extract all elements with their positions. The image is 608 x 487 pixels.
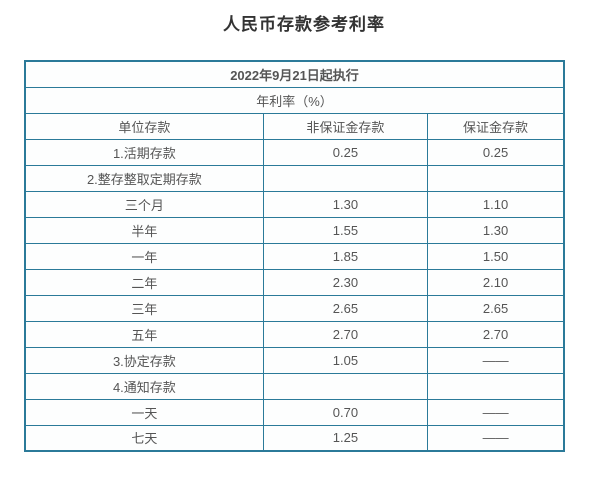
table-row: 半年 1.55 1.30 [24,216,565,244]
deposit-type-cell: 五年 [24,320,264,348]
column-header-row: 单位存款 非保证金存款 保证金存款 [24,112,565,140]
deposit-rate-table: 2022年9月21日起执行 年利率（%） 单位存款 非保证金存款 保证金存款 1… [24,60,565,452]
margin-rate-cell: 0.25 [427,138,565,166]
page-title: 人民币存款参考利率 [223,15,385,34]
table-row: 七天 1.25 —— [24,424,565,452]
deposit-type-cell: 半年 [24,216,264,244]
non-margin-rate-cell: 1.55 [262,216,429,244]
table-row: 二年 2.30 2.10 [24,268,565,296]
deposit-type-cell: 1.活期存款 [24,138,264,166]
margin-rate-cell: —— [427,346,565,374]
effective-date: 2022年9月21日起执行 [24,60,565,88]
table-row: 一天 0.70 —— [24,398,565,426]
margin-rate-cell [427,164,565,192]
col-header-deposit-type: 单位存款 [24,112,264,140]
table-row: 1.活期存款 0.25 0.25 [24,138,565,166]
table-row: 3.协定存款 1.05 —— [24,346,565,374]
non-margin-rate-cell: 1.30 [262,190,429,218]
margin-rate-cell: 2.10 [427,268,565,296]
non-margin-rate-cell: 1.85 [262,242,429,270]
deposit-type-cell: 一年 [24,242,264,270]
non-margin-rate-cell: 2.30 [262,268,429,296]
non-margin-rate-cell: 2.65 [262,294,429,322]
deposit-type-cell: 一天 [24,398,264,426]
non-margin-rate-cell: 1.25 [262,424,429,452]
deposit-type-cell: 三年 [24,294,264,322]
non-margin-rate-cell: 0.25 [262,138,429,166]
table-row: 三个月 1.30 1.10 [24,190,565,218]
margin-rate-cell: 1.10 [427,190,565,218]
margin-rate-cell: 1.50 [427,242,565,270]
deposit-type-cell: 2.整存整取定期存款 [24,164,264,192]
margin-rate-cell: —— [427,424,565,452]
deposit-type-cell: 七天 [24,424,264,452]
deposit-type-cell: 三个月 [24,190,264,218]
non-margin-rate-cell: 2.70 [262,320,429,348]
margin-rate-cell: —— [427,398,565,426]
non-margin-rate-cell [262,164,429,192]
deposit-type-cell: 3.协定存款 [24,346,264,374]
col-header-margin-deposit: 保证金存款 [427,112,565,140]
deposit-type-cell: 4.通知存款 [24,372,264,400]
non-margin-rate-cell [262,372,429,400]
annual-rate-unit-note: 年利率（%） [24,86,565,114]
non-margin-rate-cell: 0.70 [262,398,429,426]
table-row: 4.通知存款 [24,372,565,400]
non-margin-rate-cell: 1.05 [262,346,429,374]
col-header-non-margin-deposit: 非保证金存款 [262,112,429,140]
margin-rate-cell: 2.70 [427,320,565,348]
unit-note-row: 年利率（%） [24,86,565,114]
table-row: 三年 2.65 2.65 [24,294,565,322]
table-row: 2.整存整取定期存款 [24,164,565,192]
margin-rate-cell: 1.30 [427,216,565,244]
table-row: 一年 1.85 1.50 [24,242,565,270]
effective-date-row: 2022年9月21日起执行 [24,60,565,88]
margin-rate-cell: 2.65 [427,294,565,322]
deposit-type-cell: 二年 [24,268,264,296]
table-row: 五年 2.70 2.70 [24,320,565,348]
margin-rate-cell [427,372,565,400]
